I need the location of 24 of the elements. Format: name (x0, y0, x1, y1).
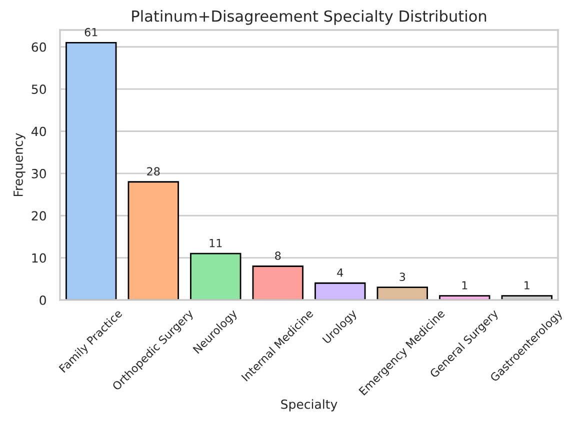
data-label: 1 (524, 281, 530, 290)
bar (66, 42, 117, 300)
y-axis-title: Frequency (14, 133, 26, 196)
data-label: 3 (400, 272, 406, 282)
y-tick-label: 30 (32, 168, 46, 178)
y-tick-label: 50 (32, 84, 46, 94)
data-label: 28 (147, 167, 160, 176)
data-label: 4 (337, 268, 344, 277)
data-label: 8 (275, 252, 281, 260)
y-tick-label: 40 (32, 126, 46, 136)
data-label: 61 (84, 28, 98, 36)
y-tick-label: 60 (32, 42, 46, 52)
bar (252, 266, 304, 300)
y-tick-label: 20 (32, 211, 46, 221)
data-label: 1 (462, 281, 468, 290)
bar (190, 252, 242, 300)
y-tick-label: 0 (40, 295, 46, 305)
bar (376, 286, 428, 300)
y-tick-label: 10 (32, 253, 46, 263)
bar (128, 181, 179, 300)
data-label: 11 (210, 239, 222, 248)
x-axis-title: Specialty (281, 399, 338, 412)
bar (314, 282, 366, 300)
chart-title: Platinum+Disagreement Specialty Distribution (132, 10, 486, 25)
